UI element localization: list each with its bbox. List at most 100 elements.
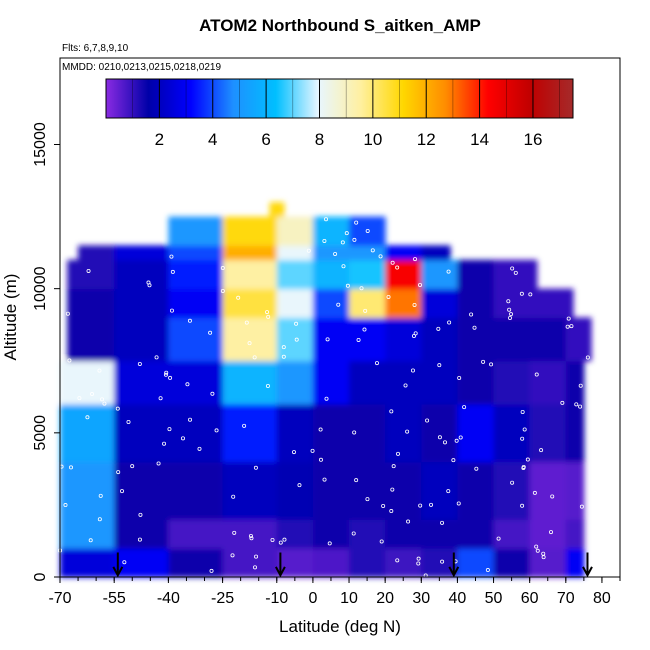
heatmap-cell: [168, 259, 224, 290]
heatmap-cell: [529, 317, 567, 362]
heatmap-cell: [114, 259, 169, 290]
sample-point: [566, 316, 571, 321]
sample-point: [158, 396, 163, 401]
sample-point: [168, 375, 173, 380]
x-tick-label: -55: [103, 590, 126, 607]
heatmap-cell: [276, 519, 314, 549]
x-tick-label: -70: [48, 590, 71, 607]
sample-point: [97, 517, 102, 522]
sample-point: [528, 292, 533, 297]
sample-point: [574, 402, 579, 407]
sample-point: [370, 248, 375, 253]
sample-point: [386, 294, 391, 299]
heatmap-cell: [60, 461, 115, 520]
heatmap-cell: [457, 288, 495, 318]
colorbar-gradient: [105, 78, 574, 119]
sample-point: [549, 530, 554, 535]
heatmap-cell: [565, 404, 585, 463]
heatmap-cell: [421, 519, 458, 549]
sample-point: [214, 428, 219, 433]
heatmap-cell: [222, 461, 278, 520]
x-axis: -70 -55 -40 -25 -10 0 10 20 30 40 50 60 70 80: [48, 577, 621, 607]
heatmap-cell: [349, 461, 386, 520]
heatmap-cell: [421, 288, 458, 318]
y-tick-label: 15000: [32, 122, 49, 167]
heatmap-cell: [67, 288, 115, 318]
heatmap-cell: [269, 202, 285, 218]
sample-point: [506, 299, 511, 304]
heatmap-cell: [349, 259, 386, 290]
sample-point: [244, 320, 249, 325]
heatmap-cell: [78, 245, 115, 261]
sample-point: [496, 536, 501, 541]
heatmap-cell: [276, 216, 314, 246]
flight-marker-head: [582, 566, 593, 578]
heatmap-cell: [457, 259, 495, 290]
sample-point: [154, 355, 159, 360]
heatmap-cell: [493, 519, 531, 549]
sample-point: [481, 359, 486, 364]
heatmap-cell: [385, 360, 422, 405]
heatmap-cell: [457, 360, 495, 405]
sample-point: [352, 237, 357, 242]
sample-point: [507, 316, 512, 321]
colorbar-tick-label: 6: [261, 130, 270, 149]
sample-point: [90, 392, 95, 397]
sample-point: [365, 497, 370, 502]
sample-point: [116, 470, 121, 475]
sample-point: [469, 312, 474, 317]
heatmap-cell: [529, 519, 567, 549]
flight-marker-head: [448, 566, 460, 578]
sample-point: [325, 337, 330, 342]
sample-point: [405, 429, 410, 434]
heatmap-cell: [67, 259, 115, 290]
y-axis-label: Altitude (m): [1, 274, 20, 361]
heatmap-cell: [457, 548, 495, 578]
sample-point: [333, 251, 338, 256]
sample-point: [395, 558, 400, 563]
y-tick-label: 0: [32, 572, 49, 581]
sample-point: [359, 286, 364, 291]
sample-point: [429, 502, 434, 507]
sample-point: [156, 461, 161, 466]
sample-point: [63, 503, 68, 508]
sample-point: [365, 228, 370, 233]
colorbar: 2 4 6 8 10 12 14 16: [105, 78, 574, 149]
heatmap-cell: [493, 317, 531, 362]
sample-point: [522, 427, 527, 432]
sample-point: [266, 314, 271, 319]
heatmap-cell: [421, 360, 458, 405]
heatmap-cell: [222, 288, 278, 318]
colorbar-tick-label: 10: [363, 130, 382, 149]
heatmap-cell: [349, 404, 386, 463]
sample-point: [310, 448, 315, 453]
sample-point: [454, 438, 459, 443]
heatmap-cell: [222, 216, 278, 246]
sample-point: [520, 409, 525, 414]
sample-point: [137, 537, 142, 542]
sample-point: [354, 478, 359, 483]
sample-point: [322, 238, 327, 243]
heatmap-cell: [385, 461, 422, 520]
flights-note: Flts: 6,7,8,9,10: [62, 43, 129, 54]
sample-point: [437, 435, 442, 440]
chart-title: ATOM2 Northbound S_aitken_AMP: [199, 16, 481, 35]
flight-marker-head: [275, 566, 286, 578]
sample-point: [539, 448, 544, 453]
heatmap-cell: [222, 245, 278, 261]
heatmap-cell: [114, 288, 169, 318]
sample-point: [281, 354, 286, 359]
heatmap-cell: [385, 288, 422, 318]
sample-point: [265, 310, 270, 315]
sample-point: [390, 487, 395, 492]
sample-point: [509, 312, 514, 317]
sample-point: [220, 288, 225, 293]
colorbar-tick-label: 14: [470, 130, 489, 149]
sample-point: [169, 308, 174, 313]
x-axis-label: Latitude (deg N): [279, 617, 401, 636]
sample-point: [341, 264, 346, 269]
heatmap-cell: [529, 404, 567, 463]
x-tick-label: 40: [449, 590, 467, 607]
heatmap-cell: [349, 288, 386, 318]
x-tick-label: 70: [557, 590, 575, 607]
